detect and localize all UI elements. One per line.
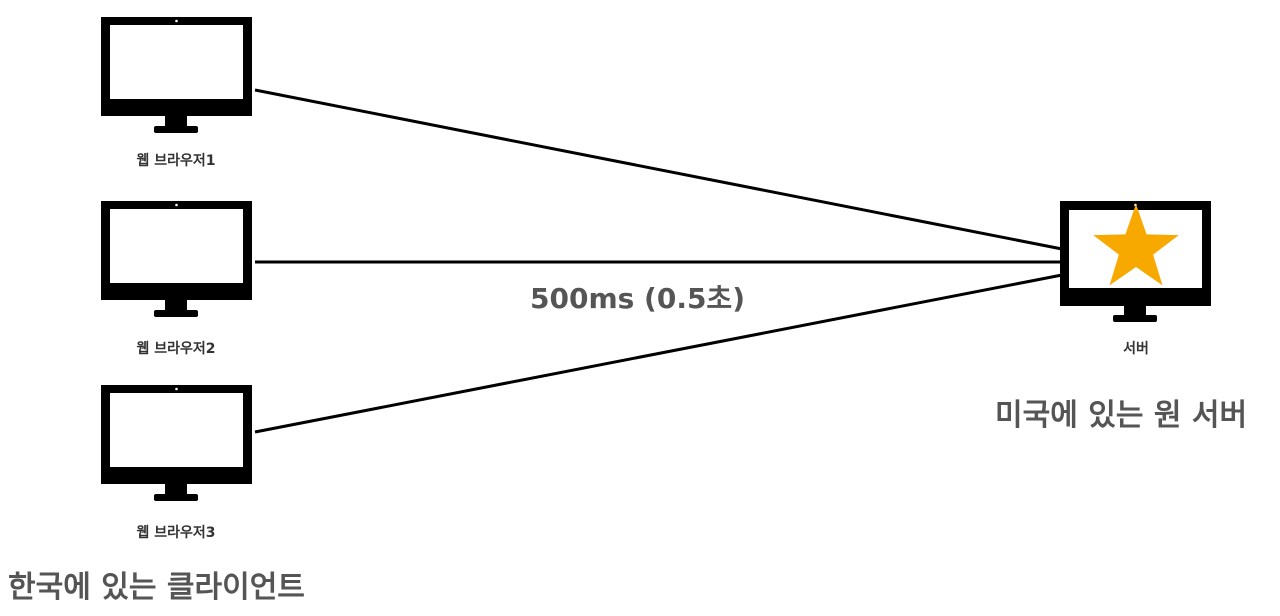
client-monitor-1 bbox=[101, 17, 252, 133]
monitor-icon bbox=[101, 17, 252, 133]
connection-line-3 bbox=[254, 273, 1063, 434]
star-icon bbox=[1093, 204, 1179, 286]
client-monitor-2 bbox=[101, 201, 252, 317]
latency-label: 500ms (0.5초) bbox=[530, 282, 745, 315]
server-monitor bbox=[1060, 201, 1211, 322]
client-monitor-3 bbox=[101, 385, 252, 501]
monitor-icon bbox=[101, 385, 252, 501]
client-label-2: 웹 브라우저2 bbox=[136, 341, 216, 357]
server-label: 서버 bbox=[1123, 341, 1149, 357]
client-label-3: 웹 브라우저3 bbox=[136, 525, 216, 541]
monitor-icon bbox=[101, 201, 252, 317]
connection-line-1 bbox=[254, 88, 1063, 251]
server-location-label: 미국에 있는 원 서버 bbox=[995, 398, 1248, 433]
clients-location-label: 한국에 있는 클라이언트 bbox=[8, 570, 305, 605]
client-label-1: 웹 브라우저1 bbox=[136, 153, 216, 169]
